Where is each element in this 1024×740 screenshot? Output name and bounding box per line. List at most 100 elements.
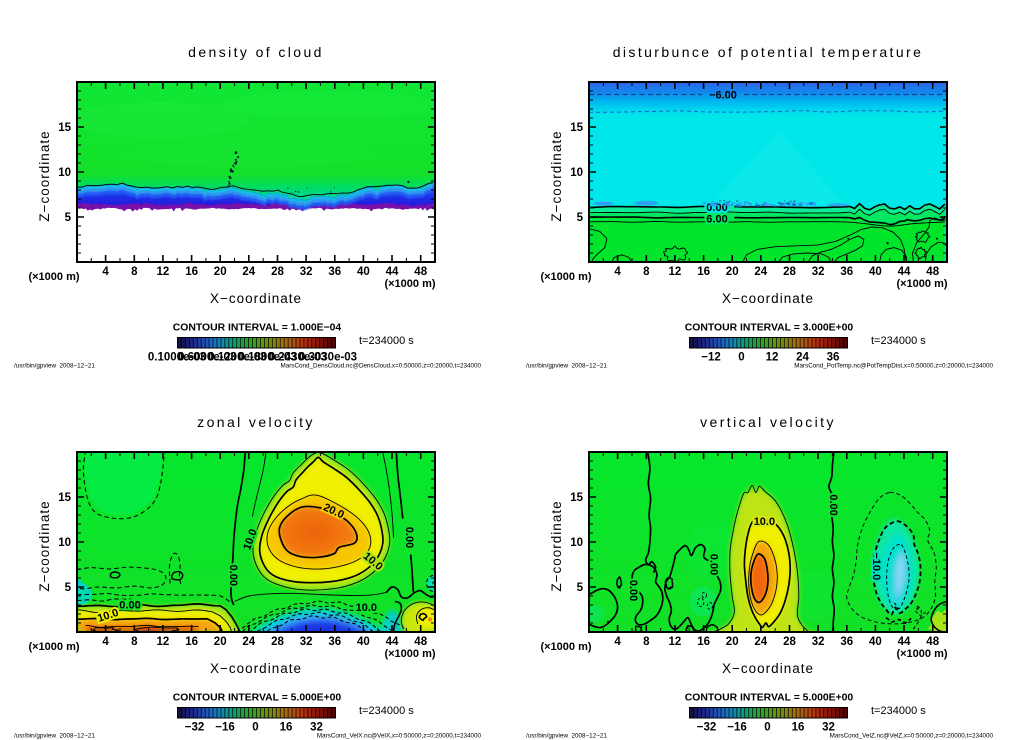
- svg-text:20: 20: [726, 266, 739, 278]
- svg-text:10: 10: [58, 537, 71, 549]
- svg-text:10: 10: [570, 167, 583, 179]
- svg-text:4: 4: [614, 636, 621, 648]
- svg-text:0: 0: [738, 352, 744, 364]
- svg-text:24: 24: [754, 636, 767, 648]
- svg-text:−12: −12: [701, 352, 721, 364]
- svg-text:48: 48: [414, 636, 427, 648]
- svg-text:44: 44: [386, 266, 399, 278]
- svg-text:(×1000 m): (×1000 m): [28, 271, 79, 283]
- svg-text:48: 48: [926, 266, 939, 278]
- svg-text:16: 16: [185, 636, 198, 648]
- svg-text:t=234000 s: t=234000 s: [871, 335, 926, 347]
- svg-text:CONTOUR INTERVAL = 1.000E−04: CONTOUR INTERVAL = 1.000E−04: [173, 323, 342, 334]
- svg-text:10: 10: [570, 537, 583, 549]
- svg-text:−6.00: −6.00: [709, 90, 737, 102]
- svg-text:12: 12: [157, 636, 170, 648]
- svg-text:CONTOUR INTERVAL = 5.000E+00: CONTOUR INTERVAL = 5.000E+00: [173, 693, 342, 704]
- svg-text:4: 4: [102, 636, 109, 648]
- svg-text:8: 8: [131, 266, 138, 278]
- svg-text:zonal velocity: zonal velocity: [197, 414, 315, 430]
- svg-text:X−coordinate: X−coordinate: [722, 661, 814, 676]
- svg-text:0.1800e-03: 0.1800e-03: [238, 352, 296, 364]
- svg-text:t=234000 s: t=234000 s: [359, 335, 414, 347]
- svg-text:28: 28: [271, 266, 284, 278]
- svg-text:X−coordinate: X−coordinate: [210, 661, 302, 676]
- svg-text:0.1000e-03: 0.1000e-03: [148, 352, 206, 364]
- svg-text:32: 32: [300, 636, 313, 648]
- svg-text:32: 32: [300, 266, 313, 278]
- svg-text:32: 32: [812, 636, 825, 648]
- svg-text:0.00: 0.00: [827, 494, 839, 515]
- svg-text:0.6000e-03: 0.6000e-03: [178, 352, 236, 364]
- svg-text:5: 5: [577, 582, 584, 594]
- svg-text:36: 36: [840, 266, 853, 278]
- svg-text:/usr/bin/gpview 2008−12−21: /usr/bin/gpview 2008−12−21: [526, 363, 607, 370]
- svg-text:10: 10: [58, 167, 71, 179]
- svg-text:8: 8: [131, 636, 138, 648]
- svg-text:48: 48: [414, 266, 427, 278]
- svg-text:Z−coordinate: Z−coordinate: [37, 500, 52, 591]
- svg-text:t=234000 s: t=234000 s: [359, 705, 414, 717]
- svg-text:36: 36: [328, 636, 341, 648]
- svg-text:−10.0: −10.0: [870, 552, 882, 580]
- svg-text:20: 20: [214, 636, 227, 648]
- svg-text:15: 15: [58, 492, 71, 504]
- svg-text:44: 44: [386, 636, 399, 648]
- svg-text:40: 40: [869, 266, 882, 278]
- svg-text:4: 4: [102, 266, 109, 278]
- svg-text:0: 0: [252, 722, 258, 734]
- svg-text:40: 40: [869, 636, 882, 648]
- svg-text:0.00: 0.00: [627, 580, 639, 601]
- svg-text:36: 36: [328, 266, 341, 278]
- svg-text:X−coordinate: X−coordinate: [722, 291, 814, 306]
- svg-text:15: 15: [570, 492, 583, 504]
- svg-text:(×1000 m): (×1000 m): [28, 641, 79, 653]
- svg-text:20: 20: [214, 266, 227, 278]
- svg-text:12: 12: [157, 266, 170, 278]
- svg-text:32: 32: [822, 722, 835, 734]
- svg-text:−16: −16: [727, 722, 747, 734]
- svg-text:(×1000 m): (×1000 m): [384, 278, 435, 290]
- svg-text:MarsCond_PotTemp.nc@PotTempDis: MarsCond_PotTemp.nc@PotTempDist,x=0:5000…: [794, 363, 993, 370]
- svg-text:(×1000 m): (×1000 m): [896, 278, 947, 290]
- svg-text:36: 36: [827, 352, 840, 364]
- svg-text:Z−coordinate: Z−coordinate: [549, 500, 564, 591]
- svg-text:/usr/bin/gpview 2008−12−21: /usr/bin/gpview 2008−12−21: [14, 733, 95, 740]
- svg-text:24: 24: [242, 266, 255, 278]
- svg-text:10.0: 10.0: [356, 602, 377, 614]
- svg-text:−16: −16: [215, 722, 235, 734]
- svg-text:24: 24: [242, 636, 255, 648]
- svg-text:density of cloud: density of cloud: [188, 44, 324, 60]
- svg-text:15: 15: [570, 122, 583, 134]
- svg-text:MarsCond_VelZ.nc@VelZ,x=0:5000: MarsCond_VelZ.nc@VelZ,x=0:50000,z=0:2000…: [830, 733, 994, 740]
- svg-text:24: 24: [754, 266, 767, 278]
- svg-text:0: 0: [764, 722, 770, 734]
- svg-text:0.00: 0.00: [227, 565, 239, 586]
- svg-text:36: 36: [840, 636, 853, 648]
- svg-text:/usr/bin/gpview 2008−12−21: /usr/bin/gpview 2008−12−21: [526, 733, 607, 740]
- svg-text:0.00: 0.00: [707, 554, 719, 575]
- svg-text:28: 28: [783, 266, 796, 278]
- svg-text:24: 24: [796, 352, 809, 364]
- svg-text:8: 8: [643, 266, 650, 278]
- svg-text:20: 20: [726, 636, 739, 648]
- svg-text:/usr/bin/gpview 2008−12−21: /usr/bin/gpview 2008−12−21: [14, 363, 95, 370]
- svg-text:disturbunce of potential tempe: disturbunce of potential temperature: [613, 44, 924, 60]
- svg-text:28: 28: [783, 636, 796, 648]
- svg-text:(×1000 m): (×1000 m): [540, 271, 591, 283]
- svg-text:32: 32: [310, 722, 323, 734]
- svg-text:0.2430e-03: 0.2430e-03: [269, 352, 327, 364]
- svg-text:44: 44: [898, 636, 911, 648]
- svg-text:16: 16: [697, 636, 710, 648]
- svg-text:6.00: 6.00: [706, 214, 727, 226]
- svg-text:(×1000 m): (×1000 m): [896, 648, 947, 660]
- svg-text:12: 12: [669, 266, 682, 278]
- svg-text:CONTOUR INTERVAL = 5.000E+00: CONTOUR INTERVAL = 5.000E+00: [685, 693, 854, 704]
- svg-text:40: 40: [357, 266, 370, 278]
- svg-text:X−coordinate: X−coordinate: [210, 291, 302, 306]
- svg-text:5: 5: [65, 212, 72, 224]
- svg-text:28: 28: [271, 636, 284, 648]
- svg-text:12: 12: [766, 352, 779, 364]
- svg-text:40: 40: [357, 636, 370, 648]
- svg-text:16: 16: [185, 266, 198, 278]
